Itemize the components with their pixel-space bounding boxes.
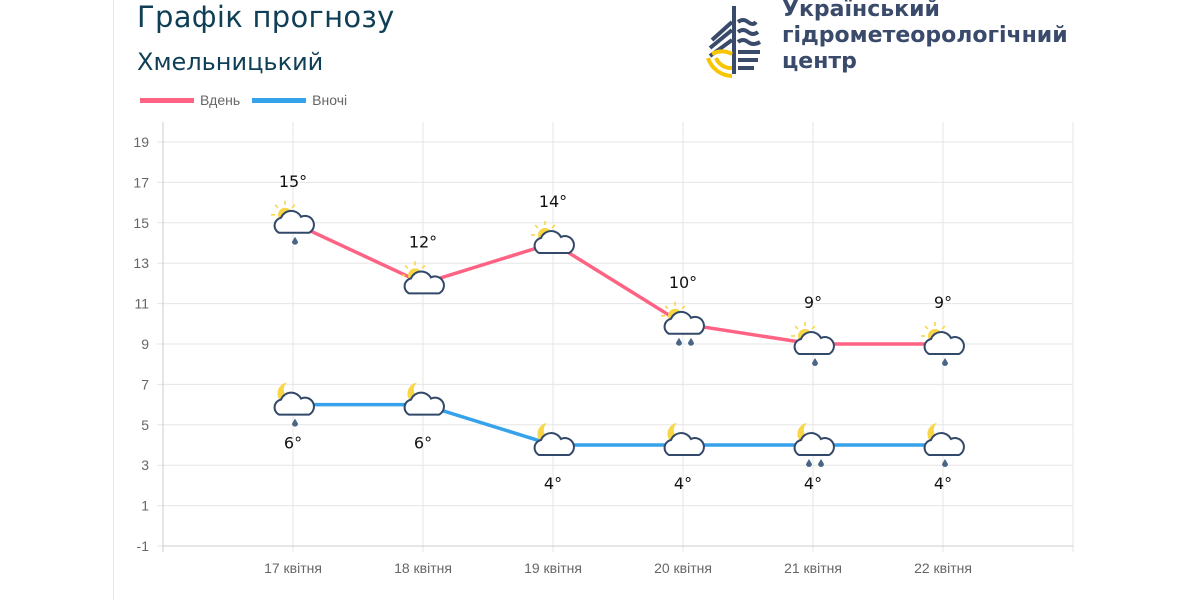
raindrop <box>292 236 298 245</box>
sun-ray <box>534 224 539 229</box>
cloud-shape <box>923 432 965 456</box>
y-tick-label: 11 <box>134 296 149 312</box>
y-tick-label: 7 <box>141 376 149 392</box>
raindrop <box>812 358 818 366</box>
logo-line-2: гідрометеорологічний <box>782 23 1068 48</box>
series-line-day <box>292 221 943 346</box>
cloud-shape <box>533 432 575 456</box>
legend-label-night: Вночі <box>312 92 348 108</box>
data-label: 4° <box>804 474 822 493</box>
data-label: 4° <box>674 474 692 493</box>
y-tick-label: 9 <box>141 336 149 352</box>
data-label: 10° <box>669 273 697 292</box>
y-tick-label: 17 <box>133 174 149 190</box>
x-tick-label: 21 квітня <box>784 560 842 576</box>
sun-ray <box>421 264 426 269</box>
logo-line-1: Український <box>782 0 940 22</box>
sun-ray <box>404 264 409 269</box>
ugc-logo-icon <box>706 6 761 78</box>
sun-ray <box>941 325 946 330</box>
data-label: 15° <box>279 172 307 191</box>
city-name: Хмельницький <box>137 48 324 76</box>
moon-cloud-icon <box>533 423 575 456</box>
data-label: 4° <box>544 474 562 493</box>
y-tick-label: 13 <box>133 255 149 271</box>
moon-cloud-icon <box>403 382 445 416</box>
raindrop <box>806 459 812 467</box>
page-title: Графік прогнозу <box>137 0 395 34</box>
sun-ray <box>664 305 669 310</box>
partly-sunny-rain-1-icon <box>271 200 315 245</box>
sun-ray <box>291 204 296 209</box>
data-label: 14° <box>539 192 567 211</box>
data-label: 6° <box>284 434 302 453</box>
legend-label-day: Вдень <box>200 92 241 108</box>
cloud-shape <box>793 331 835 355</box>
partly-sunny-icon <box>401 261 445 295</box>
y-tick-label: -1 <box>137 538 150 554</box>
cloud-shape <box>533 230 575 254</box>
raindrop <box>942 358 948 366</box>
cloud-shape <box>273 209 315 234</box>
y-tick-label: 3 <box>141 457 149 473</box>
y-tick-label: 1 <box>141 498 149 514</box>
x-tick-label: 22 квітня <box>914 560 972 576</box>
y-tick-label: 19 <box>133 134 149 150</box>
y-tick-label: 15 <box>133 215 149 231</box>
legend-swatch-day <box>140 97 194 103</box>
sun-ray <box>551 224 556 229</box>
cloud-shape <box>793 432 835 456</box>
raindrop <box>292 418 298 427</box>
moon-cloud-rain-1-icon <box>273 382 315 427</box>
sun-ray <box>811 325 816 330</box>
x-tick-label: 17 квітня <box>264 560 322 576</box>
raindrop <box>676 337 682 346</box>
logo-line-3: центр <box>782 49 857 74</box>
cloud-shape <box>923 331 965 355</box>
ugc-logo-text: Український гідрометеорологічний центр <box>782 0 1068 75</box>
raindrop <box>942 459 948 467</box>
moon-cloud-rain-2-icon <box>793 423 835 467</box>
moon-cloud-rain-1-icon <box>923 423 965 467</box>
data-label: 12° <box>409 232 437 251</box>
raindrop <box>818 459 824 467</box>
moon-cloud-icon <box>663 423 705 456</box>
data-label: 9° <box>804 293 822 312</box>
sun-ray <box>681 305 686 310</box>
partly-sunny-rain-2-icon <box>661 301 705 346</box>
chart-legend: Вдень Вночі <box>140 92 359 108</box>
partly-sunny-icon <box>531 221 575 254</box>
data-label: 6° <box>414 434 432 453</box>
raindrop <box>688 337 694 346</box>
legend-swatch-night <box>252 97 307 103</box>
data-label: 9° <box>934 293 952 312</box>
sun-ray <box>274 204 279 209</box>
cloud-shape <box>273 391 315 416</box>
legend-item-night[interactable]: Вночі <box>252 92 347 108</box>
cloud-shape <box>663 310 705 335</box>
sun-ray <box>924 325 929 330</box>
sun-ray <box>794 325 799 330</box>
cloud-shape <box>663 432 705 456</box>
partly-sunny-rain-1-icon <box>791 322 835 366</box>
cloud-shape <box>403 391 445 416</box>
x-tick-label: 20 квітня <box>654 560 712 576</box>
y-tick-label: 5 <box>141 417 149 433</box>
data-label: 4° <box>934 474 952 493</box>
panel-border <box>113 0 114 600</box>
x-tick-label: 19 квітня <box>524 560 582 576</box>
cloud-shape <box>403 270 445 295</box>
legend-item-day[interactable]: Вдень <box>140 92 240 108</box>
partly-sunny-rain-1-icon <box>921 322 965 366</box>
x-tick-label: 18 квітня <box>394 560 452 576</box>
